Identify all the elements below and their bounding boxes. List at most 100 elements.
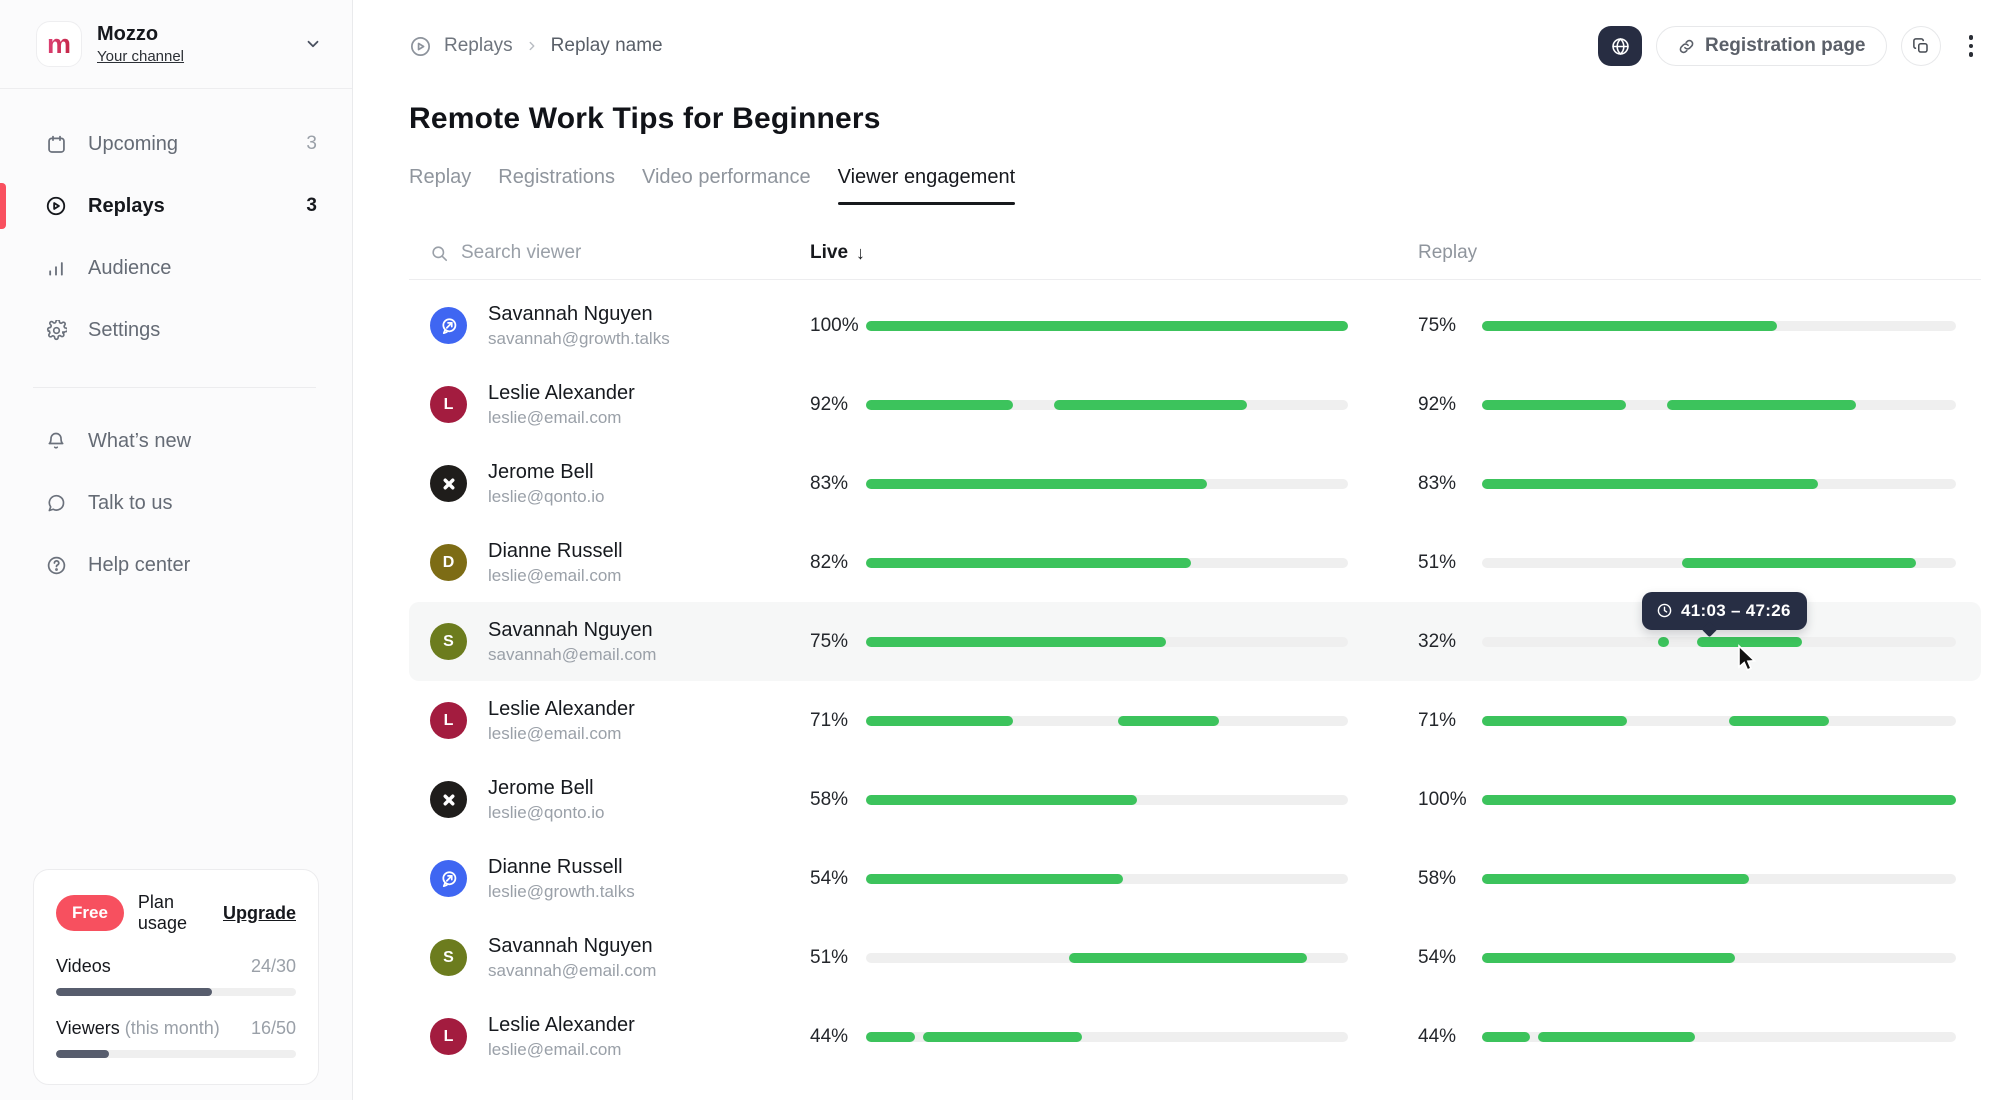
- live-percentage: 83%: [810, 472, 849, 494]
- avatar-qonto-logo: [430, 781, 467, 818]
- viewer-identity: S Savannah Nguyen savannah@email.com: [430, 934, 810, 981]
- sidebar-item-audience[interactable]: Audience: [0, 237, 352, 299]
- replay-engagement-bar[interactable]: 41:03 – 47:26: [1482, 591, 1956, 647]
- sidebar-item-upcoming[interactable]: Upcoming 3: [0, 113, 352, 175]
- viewer-name: Savannah Nguyen: [488, 935, 653, 957]
- viewer-row[interactable]: Jerome Bell leslie@qonto.io 83% 83%: [409, 444, 1981, 523]
- watched-segment: [866, 557, 1192, 568]
- table-body: Savannah Nguyen savannah@growth.talks 100%…: [409, 286, 1981, 1076]
- watched-segment: [1069, 952, 1308, 963]
- viewer-identity: L Leslie Alexander leslie@email.com: [430, 697, 810, 744]
- viewer-email: leslie@qonto.io: [488, 487, 605, 506]
- sidebar-item-talk-to-us[interactable]: Talk to us: [0, 472, 352, 534]
- copy-icon: [1912, 37, 1930, 55]
- viewer-name: Jerome Bell: [488, 461, 594, 483]
- replay-percentage: 32%: [1418, 630, 1457, 652]
- live-engagement-bar[interactable]: [866, 794, 1348, 805]
- copy-link-button[interactable]: [1900, 26, 1941, 66]
- viewer-row[interactable]: L Leslie Alexander leslie@email.com 44% 44%: [409, 997, 1981, 1076]
- viewer-email: leslie@qonto.io: [488, 803, 605, 822]
- live-engagement-bar[interactable]: [866, 1031, 1348, 1042]
- sidebar-item-settings[interactable]: Settings: [0, 299, 352, 361]
- replay-engagement-bar[interactable]: [1482, 952, 1956, 963]
- replay-engagement-bar[interactable]: [1482, 478, 1956, 489]
- replay-percentage: 51%: [1418, 551, 1457, 573]
- viewer-row[interactable]: Dianne Russell leslie@growth.talks 54% 58%: [409, 839, 1981, 918]
- viewer-row[interactable]: L Leslie Alexander leslie@email.com 92% 92%: [409, 365, 1981, 444]
- channel-subtitle-link[interactable]: Your channel: [97, 48, 185, 65]
- tab-viewer-engagement[interactable]: Viewer engagement: [837, 166, 1015, 205]
- upgrade-link[interactable]: Upgrade: [222, 902, 296, 923]
- live-engagement-bar[interactable]: [866, 873, 1348, 884]
- avatar-qonto-logo: [430, 465, 467, 502]
- more-options-button[interactable]: [1961, 29, 1982, 63]
- live-engagement-bar[interactable]: [866, 478, 1348, 489]
- replay-engagement-bar[interactable]: [1482, 399, 1956, 410]
- breadcrumb-replays-link[interactable]: Replays: [444, 35, 513, 56]
- replay-percentage: 75%: [1418, 314, 1457, 336]
- watched-segment: [923, 1031, 1083, 1042]
- viewer-row[interactable]: D Dianne Russell leslie@email.com 82% 51%: [409, 523, 1981, 602]
- tab-registrations[interactable]: Registrations: [498, 166, 615, 188]
- sidebar-item-whats-new[interactable]: What’s new: [0, 410, 352, 472]
- viewer-row[interactable]: L Leslie Alexander leslie@email.com 71% 71%: [409, 681, 1981, 760]
- live-engagement-bar[interactable]: [866, 399, 1348, 410]
- viewer-row[interactable]: S Savannah Nguyen savannah@email.com 75% 32%…: [409, 591, 1981, 681]
- avatar-growthtalks-logo: [430, 860, 467, 897]
- viewer-email: leslie@growth.talks: [488, 882, 635, 901]
- tab-video-performance[interactable]: Video performance: [641, 166, 811, 188]
- viewer-email: leslie@email.com: [488, 1040, 622, 1059]
- watched-segment: [866, 873, 1123, 884]
- sidebar-item-help-center[interactable]: Help center: [0, 534, 352, 596]
- sort-descending-icon: ↓: [856, 242, 866, 263]
- avatar-initial: S: [430, 939, 467, 976]
- live-engagement-bar[interactable]: [866, 320, 1348, 331]
- viewer-row[interactable]: Jerome Bell leslie@qonto.io 58% 100%: [409, 760, 1981, 839]
- clock-icon: [1656, 602, 1673, 619]
- chat-icon: [44, 491, 68, 515]
- viewer-name: Leslie Alexander: [488, 698, 635, 720]
- search-icon: [430, 244, 449, 263]
- sidebar: m Mozzo Your channel Upcoming 3: [0, 0, 353, 1100]
- search-input[interactable]: [461, 242, 741, 264]
- sidebar-item-replays[interactable]: Replays 3: [0, 175, 352, 237]
- registration-page-button[interactable]: Registration page: [1656, 26, 1887, 66]
- live-engagement-bar[interactable]: [866, 636, 1348, 647]
- publish-globe-button[interactable]: [1598, 26, 1643, 66]
- replay-engagement-bar[interactable]: [1482, 557, 1956, 568]
- live-engagement-bar[interactable]: [866, 715, 1348, 726]
- search-viewer-field[interactable]: [430, 242, 810, 264]
- viewer-name: Savannah Nguyen: [488, 303, 653, 325]
- tab-replay[interactable]: Replay: [409, 166, 472, 188]
- channel-switcher[interactable]: m Mozzo Your channel: [0, 0, 352, 89]
- viewer-name: Leslie Alexander: [488, 382, 635, 404]
- column-header-live[interactable]: Live ↓: [810, 242, 866, 263]
- watched-segment: [1666, 399, 1857, 410]
- breadcrumb-separator-icon: [525, 39, 539, 53]
- viewer-row[interactable]: S Savannah Nguyen savannah@email.com 51% 54%: [409, 918, 1981, 997]
- viewer-email: savannah@email.com: [488, 645, 657, 664]
- viewer-name: Savannah Nguyen: [488, 619, 653, 641]
- viewer-row[interactable]: Savannah Nguyen savannah@growth.talks 100%…: [409, 286, 1981, 365]
- replay-engagement-bar[interactable]: [1482, 320, 1956, 331]
- replay-engagement-bar[interactable]: [1482, 1031, 1956, 1042]
- live-percentage: 71%: [810, 709, 849, 731]
- column-header-replay[interactable]: Replay: [1418, 242, 1478, 263]
- channel-logo: m: [36, 21, 82, 67]
- watched-segment: [1482, 1031, 1531, 1042]
- watched-segment: [1696, 636, 1802, 647]
- channel-meta: Mozzo Your channel: [97, 23, 184, 65]
- replay-engagement-bar[interactable]: [1482, 873, 1956, 884]
- gear-icon: [44, 318, 68, 342]
- viewer-identity: Jerome Bell leslie@qonto.io: [430, 776, 810, 823]
- viewer-name: Dianne Russell: [488, 856, 623, 878]
- watched-segment: [1482, 873, 1749, 884]
- replay-engagement-bar[interactable]: [1482, 794, 1956, 805]
- live-engagement-bar[interactable]: [866, 952, 1348, 963]
- tooltip-tail: [1701, 621, 1718, 637]
- live-engagement-bar[interactable]: [866, 557, 1348, 568]
- play-circle-icon: [44, 194, 68, 218]
- watched-segment: [866, 399, 1013, 410]
- replay-engagement-bar[interactable]: [1482, 715, 1956, 726]
- avatar-growthtalks-logo: [430, 307, 467, 344]
